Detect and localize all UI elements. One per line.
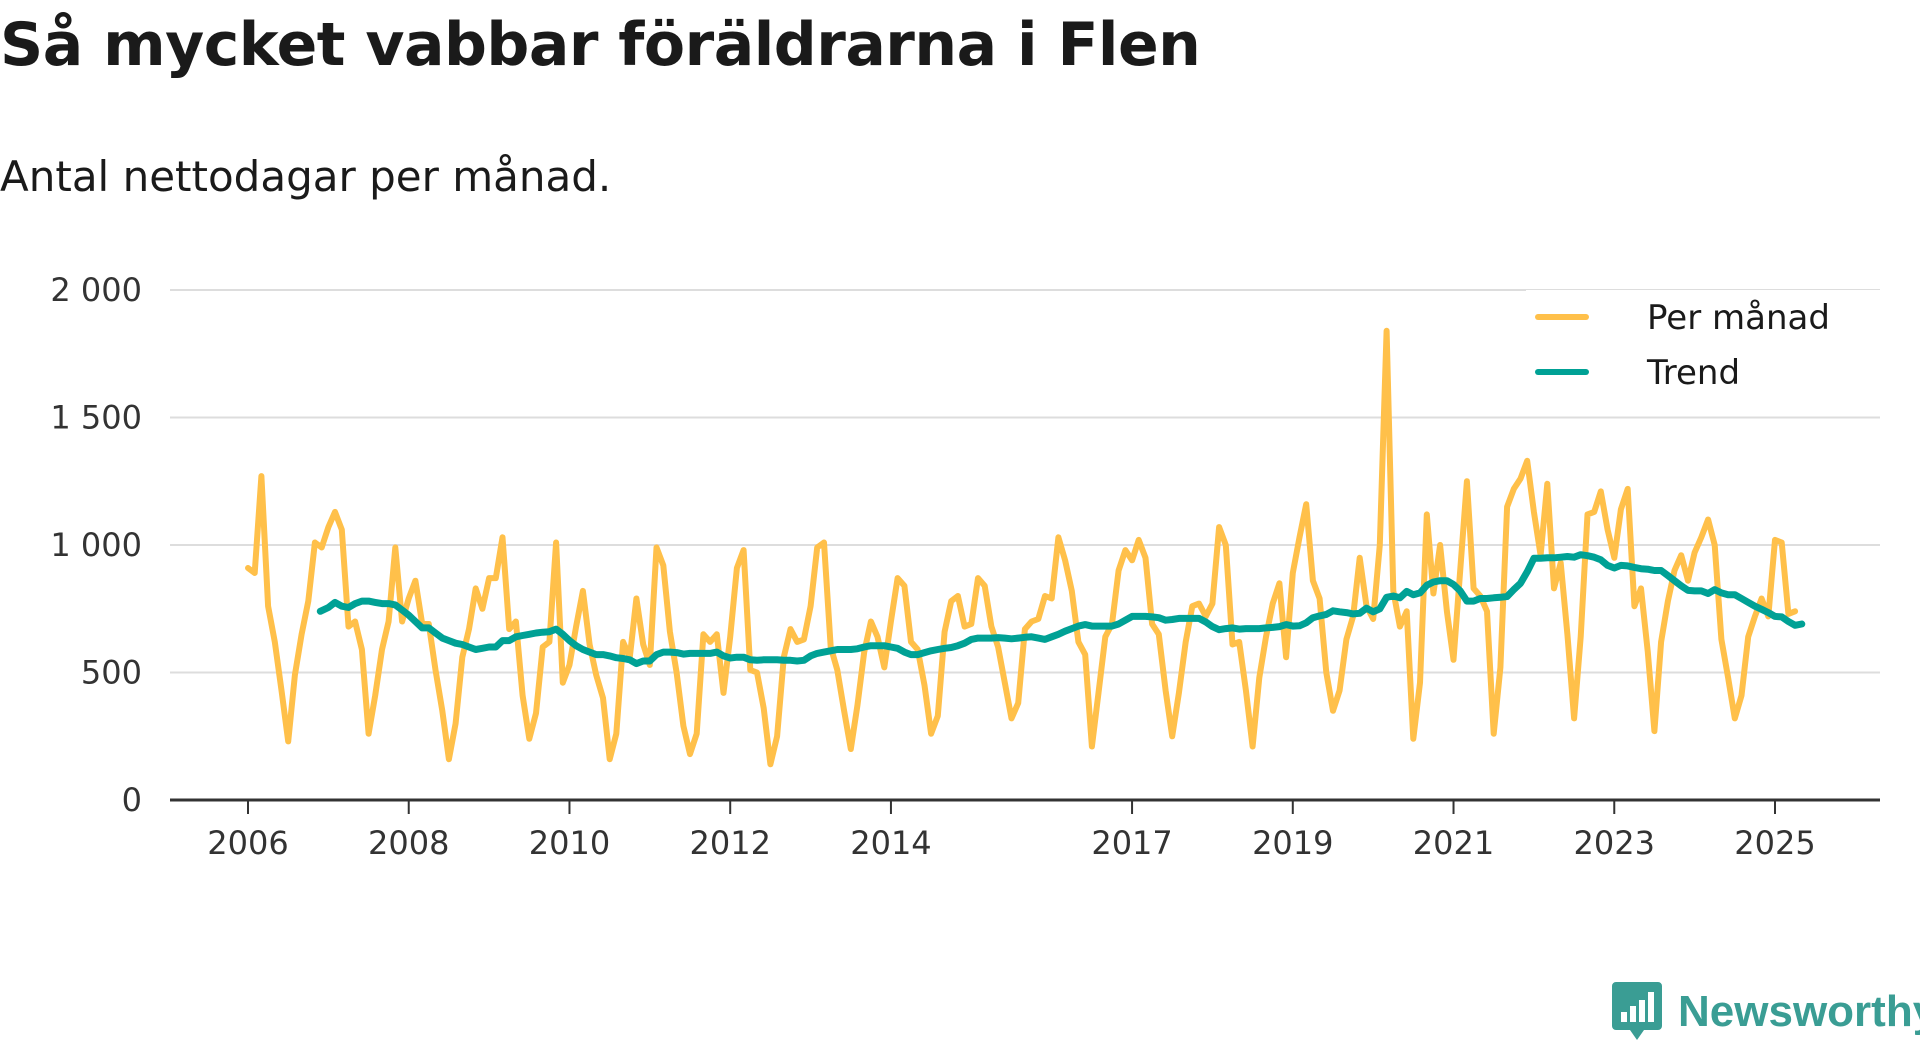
x-tick-label: 2006 bbox=[207, 824, 288, 862]
x-tick-label: 2023 bbox=[1574, 824, 1655, 862]
x-tick-label: 2021 bbox=[1413, 824, 1494, 862]
y-tick-label: 1 000 bbox=[50, 526, 142, 564]
chart-subtitle: Antal nettodagar per månad. bbox=[0, 152, 612, 201]
series-line-trend bbox=[316, 551, 1806, 668]
x-tick-label: 2008 bbox=[368, 824, 449, 862]
legend: Per månad Trend bbox=[1526, 290, 1880, 406]
newsworthy-logo-icon bbox=[1612, 982, 1662, 1040]
x-tick-label: 2017 bbox=[1091, 824, 1172, 862]
y-tick-label: 2 000 bbox=[50, 271, 142, 309]
y-tick-label: 500 bbox=[81, 654, 142, 692]
series-lines bbox=[245, 327, 1806, 768]
legend-label-per-manad: Per månad bbox=[1647, 298, 1830, 338]
newsworthy-logo: Newsworthy bbox=[1612, 982, 1920, 1042]
y-tick-label: 0 bbox=[122, 781, 142, 819]
legend-background bbox=[1526, 290, 1880, 406]
y-tick-label: 1 500 bbox=[50, 399, 142, 437]
newsworthy-logo-text: Newsworthy bbox=[1678, 987, 1920, 1036]
x-tick-label: 2010 bbox=[529, 824, 610, 862]
axes: 0 500 1 000 1 500 2 000 2006 2008 2010 2012 2014 2… bbox=[50, 271, 1880, 862]
x-tick-label: 2019 bbox=[1252, 824, 1333, 862]
chart-title: Så mycket vabbar föräldrarna i Flen bbox=[0, 10, 1201, 80]
legend-label-trend: Trend bbox=[1646, 353, 1740, 393]
x-tick-label: 2014 bbox=[850, 824, 931, 862]
x-tick-label: 2025 bbox=[1734, 824, 1815, 862]
series-line-per-manad bbox=[245, 327, 1799, 768]
x-tick-label: 2012 bbox=[689, 824, 770, 862]
